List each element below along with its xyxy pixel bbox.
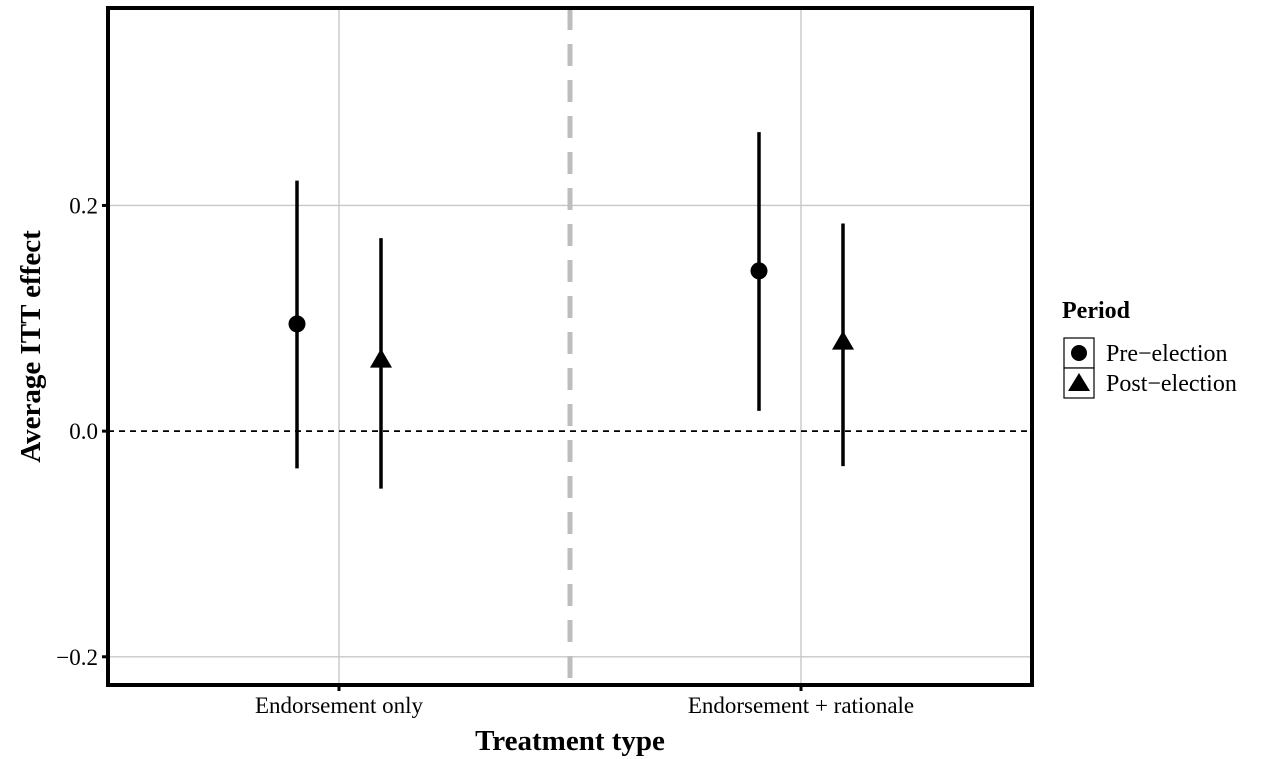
point-estimate-circle <box>288 315 306 333</box>
plot-panel-border <box>106 6 1034 687</box>
legend-title: Period <box>1062 298 1131 324</box>
data-marks <box>288 132 854 489</box>
point-estimate-triangle <box>832 330 854 350</box>
legend-triangle-marker <box>1068 373 1090 391</box>
y-axis-title: Average ITT effect <box>15 230 47 463</box>
point-estimate-triangle <box>370 348 392 368</box>
x-tick-label: Endorsement only <box>255 693 423 718</box>
y-tick-label: 0.2 <box>69 193 98 218</box>
axes: −0.2 0.0 0.2 Endorsement only Endorsement + … <box>56 193 914 718</box>
y-tick-label: −0.2 <box>56 645 98 670</box>
x-axis-title: Treatment type <box>475 725 665 757</box>
y-tick-label: 0.0 <box>69 419 98 444</box>
point-estimate-circle <box>750 262 768 280</box>
legend-circle-marker <box>1071 345 1087 361</box>
legend: Period Pre−election Post−election <box>1062 298 1237 399</box>
legend-entry-label: Pre−election <box>1106 341 1228 367</box>
x-tick-label: Endorsement + rationale <box>688 693 914 718</box>
legend-entry-label: Post−election <box>1106 371 1237 397</box>
